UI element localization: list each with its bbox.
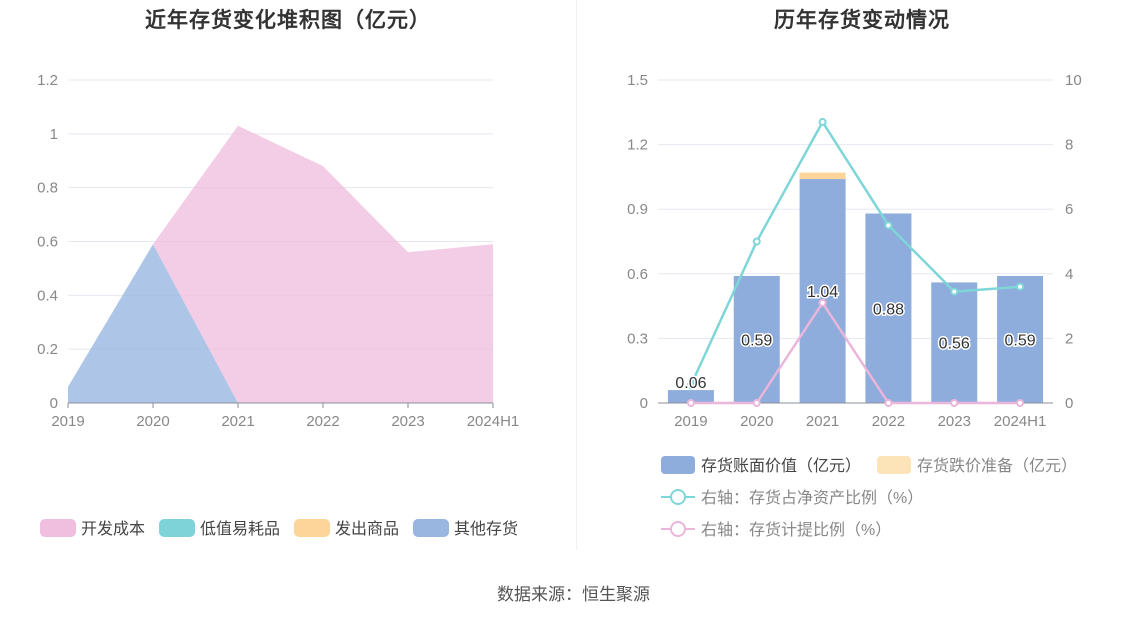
right-y2-tick-label: 10 <box>1065 72 1082 89</box>
left-legend-label: 开发成本 <box>81 520 145 538</box>
bar-value-label: 0.56 <box>939 336 970 353</box>
right-legend-swatch-book <box>661 456 695 474</box>
left-chart-svg: 0 0.2 0.4 0.6 0.8 1 1.2 2019 2020 2021 2022 2023 202… <box>37 72 520 538</box>
right-legend-label-ratio: 右轴：存货占净资产比例（%） <box>701 489 923 507</box>
left-y-tick-label: 0.2 <box>37 341 58 358</box>
provision-ratio-point <box>752 399 761 407</box>
right-y-tick-label: 1.2 <box>627 137 648 154</box>
bar-value-label: 0.06 <box>675 375 706 392</box>
left-legend-label: 低值易耗品 <box>200 520 280 538</box>
right-y2-tick-label: 2 <box>1065 330 1073 347</box>
bar-impairment-reserve <box>799 172 846 180</box>
bar-book-value <box>667 390 714 403</box>
left-x-tick-label: 2021 <box>221 413 254 430</box>
right-y-tick-label: 0 <box>640 395 648 412</box>
left-y-tick-label: 0.4 <box>37 287 58 304</box>
bar-book-value <box>931 282 978 403</box>
right-chart-svg: 0 0.3 0.6 0.9 1.2 1.5 0 2 4 6 8 10 2019 2020 2021 2022 2… <box>627 72 1082 539</box>
left-x-tick-label: 2022 <box>306 413 339 430</box>
panel-divider <box>576 0 577 550</box>
left-y-tick-label: 0.8 <box>37 180 58 197</box>
right-x-tick-label: 2023 <box>938 413 971 430</box>
right-legend-marker-ratio <box>670 489 686 505</box>
left-chart-panel: 近年存货变化堆积图（亿元） 0 0.2 0.4 0.6 0.8 1 1.2 2019 2020 2… <box>0 0 576 550</box>
right-x-tick-label: 2021 <box>806 413 839 430</box>
right-y-tick-label: 1.5 <box>627 72 648 89</box>
left-x-tick-label: 2024H1 <box>467 413 520 430</box>
net-asset-ratio-point <box>752 237 761 246</box>
provision-ratio-point <box>950 399 959 407</box>
area-series-3 <box>68 125 493 403</box>
right-legend-label-provision: 右轴：存货计提比例（%） <box>701 521 891 539</box>
right-legend-label-reserve: 存货跌价准备（亿元） <box>917 457 1077 475</box>
right-x-tick-label: 2019 <box>674 413 707 430</box>
right-x-tick-label: 2022 <box>872 413 905 430</box>
left-legend-swatch <box>294 519 330 537</box>
right-y2-tick-label: 8 <box>1065 137 1073 154</box>
data-source-note: 数据来源：恒生聚源 <box>497 585 650 604</box>
left-legend-swatch <box>413 519 449 537</box>
net-asset-ratio-point <box>884 221 893 230</box>
right-chart-panel: 历年存货变动情况 0 0.3 0.6 0.9 1.2 1.5 0 2 4 6 8 10 2019 2020… <box>577 0 1147 550</box>
net-asset-ratio-point <box>818 117 827 126</box>
left-legend-swatch <box>40 519 76 537</box>
right-legend-marker-provision <box>670 521 686 537</box>
provision-ratio-point <box>884 399 893 407</box>
right-legend-label-book: 存货账面价值（亿元） <box>701 457 861 475</box>
left-x-tick-label: 2023 <box>391 413 424 430</box>
left-y-tick-label: 0 <box>50 395 58 412</box>
bar-book-value <box>997 275 1044 403</box>
bar-book-value <box>799 179 846 403</box>
right-chart-title: 历年存货变动情况 <box>774 9 950 32</box>
right-x-tick-label: 2024H1 <box>994 413 1047 430</box>
bar-book-value <box>865 213 912 403</box>
right-y2-tick-label: 6 <box>1065 201 1073 218</box>
left-x-tick-label: 2020 <box>136 413 169 430</box>
net-asset-ratio-point <box>1016 282 1025 291</box>
bar-value-label: 0.88 <box>873 301 904 318</box>
provision-ratio-point <box>1016 399 1025 407</box>
left-x-tick-label: 2019 <box>51 413 84 430</box>
left-legend-label: 其他存货 <box>454 520 518 538</box>
right-legend-swatch-reserve <box>877 456 911 474</box>
left-chart-title: 近年存货变化堆积图（亿元） <box>145 9 431 32</box>
right-y-tick-label: 0.9 <box>627 201 648 218</box>
right-y2-tick-label: 4 <box>1065 266 1073 283</box>
provision-ratio-line <box>690 300 1021 405</box>
net-asset-ratio-line <box>689 119 1021 386</box>
bar-value-label: 1.04 <box>807 284 838 301</box>
net-asset-ratio-point <box>686 381 695 390</box>
right-x-tick-label: 2020 <box>740 413 773 430</box>
left-y-tick-label: 1 <box>50 126 58 143</box>
left-legend-label: 发出商品 <box>335 520 399 538</box>
right-y-tick-label: 0.6 <box>627 266 648 283</box>
left-y-tick-label: 0.6 <box>37 234 58 251</box>
provision-ratio-point <box>686 399 695 407</box>
area-series-0 <box>68 244 493 403</box>
left-y-tick-label: 1.2 <box>37 72 58 89</box>
bar-value-label: 0.59 <box>1005 332 1036 349</box>
left-legend-swatch <box>159 519 195 537</box>
net-asset-ratio-point <box>950 287 959 296</box>
right-y2-tick-label: 0 <box>1065 395 1073 412</box>
right-y-tick-label: 0.3 <box>627 330 648 347</box>
provision-ratio-point <box>818 298 827 307</box>
bar-value-label: 0.59 <box>741 332 772 349</box>
